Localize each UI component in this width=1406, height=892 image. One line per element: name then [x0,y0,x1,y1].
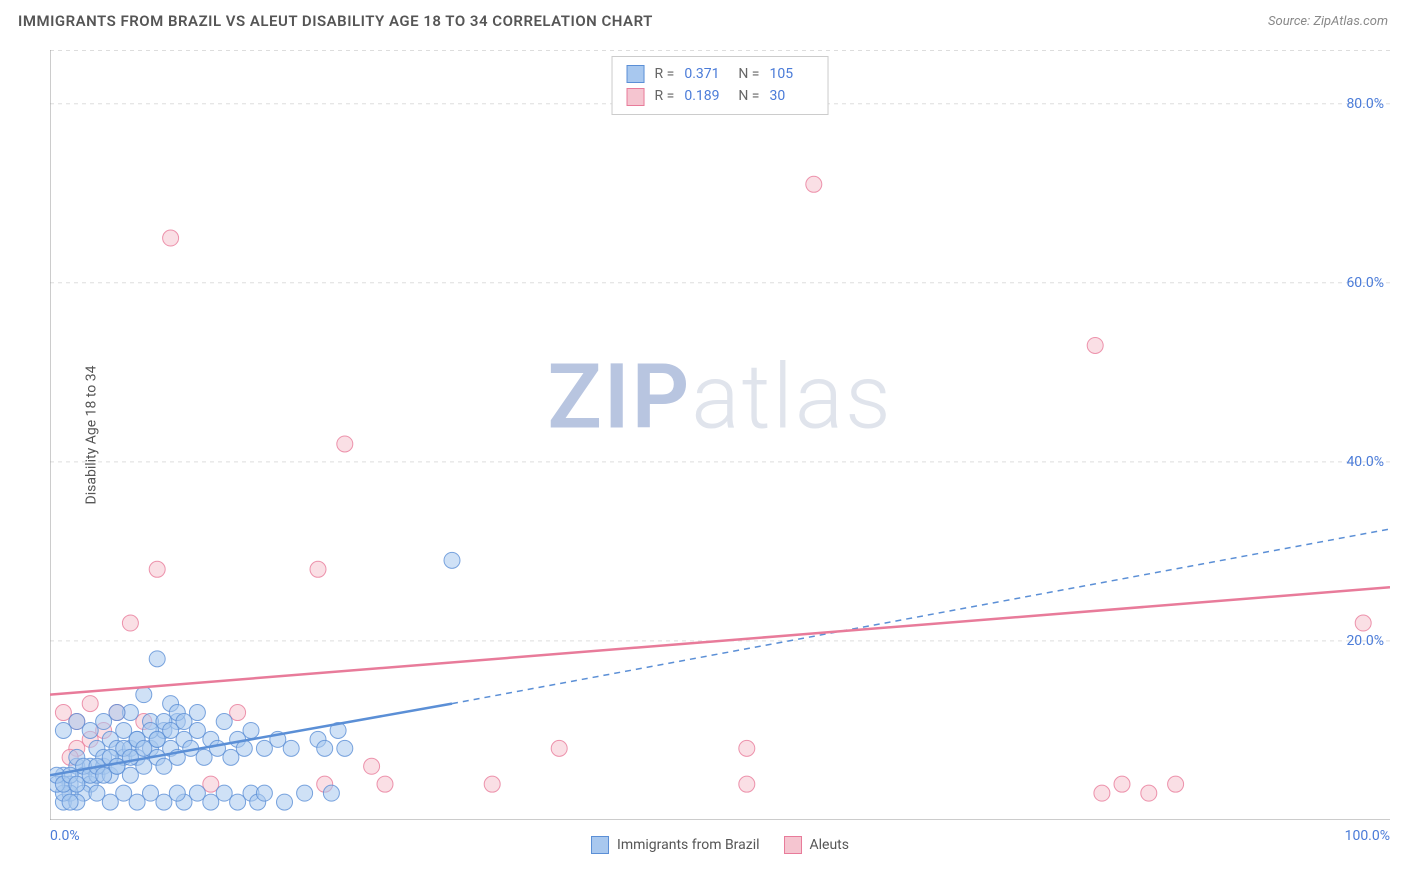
n-value-series1: 105 [769,63,813,85]
scatter-point [551,740,567,756]
scatter-point [163,230,179,246]
y-tick-label: 40.0% [1346,454,1384,470]
n-label: N = [738,85,759,107]
scatter-point [484,776,500,792]
scatter-point [806,176,822,192]
x-tick-label: 0.0% [50,828,80,844]
scatter-point [444,552,460,568]
scatter-point [337,740,353,756]
scatter-point [122,615,138,631]
chart-title: IMMIGRANTS FROM BRAZIL VS ALEUT DISABILI… [18,12,653,30]
scatter-point [1114,776,1130,792]
scatter-point [739,776,755,792]
n-label: N = [738,63,759,85]
legend-row-series2: R = 0.189 N = 30 [627,85,814,107]
legend-swatch-series2-bottom [784,836,802,854]
scatter-point [337,436,353,452]
scatter-point [323,785,339,801]
scatter-point [189,705,205,721]
legend-item-series1: Immigrants from Brazil [591,836,760,854]
legend-swatch-series1 [627,65,645,83]
legend-label-series2: Aleuts [810,837,849,853]
chart-plot-area: Disability Age 18 to 34 ZIPatlas R = 0.3… [50,50,1390,820]
y-tick-label: 20.0% [1346,633,1384,649]
r-label: R = [655,63,675,85]
scatter-point [1355,615,1371,631]
source-attribution: Source: ZipAtlas.com [1268,14,1388,29]
source-prefix: Source: [1268,14,1313,29]
scatter-point [1094,785,1110,801]
source-name: ZipAtlas.com [1313,14,1388,29]
scatter-point [62,794,78,810]
scatter-point [82,696,98,712]
scatter-point [310,561,326,577]
scatter-point [243,722,259,738]
x-tick-label: 100.0% [1345,828,1390,844]
legend-row-series1: R = 0.371 N = 105 [627,63,814,85]
scatter-point [364,758,380,774]
scatter-point [149,561,165,577]
scatter-point [277,794,293,810]
scatter-point [1168,776,1184,792]
y-tick-label: 80.0% [1346,96,1384,112]
scatter-point [739,740,755,756]
scatter-point [377,776,393,792]
scatter-point [136,687,152,703]
series-legend: Immigrants from Brazil Aleuts [591,836,849,854]
scatter-point [216,714,232,730]
scatter-point [1141,785,1157,801]
r-value-series1: 0.371 [684,63,728,85]
legend-item-series2: Aleuts [784,836,849,854]
legend-label-series1: Immigrants from Brazil [617,837,760,853]
legend-swatch-series2 [627,88,645,106]
legend-swatch-series1-bottom [591,836,609,854]
r-value-series2: 0.189 [684,85,728,107]
y-tick-label: 60.0% [1346,275,1384,291]
scatter-svg [50,50,1390,820]
scatter-point [109,705,125,721]
scatter-point [297,785,313,801]
chart-header: IMMIGRANTS FROM BRAZIL VS ALEUT DISABILI… [0,0,1406,38]
correlation-legend: R = 0.371 N = 105 R = 0.189 N = 30 [612,56,829,115]
r-label: R = [655,85,675,107]
scatter-point [1087,337,1103,353]
scatter-point [283,740,299,756]
scatter-point [317,740,333,756]
n-value-series2: 30 [769,85,813,107]
scatter-point [169,785,185,801]
scatter-point [149,651,165,667]
scatter-point [256,785,272,801]
